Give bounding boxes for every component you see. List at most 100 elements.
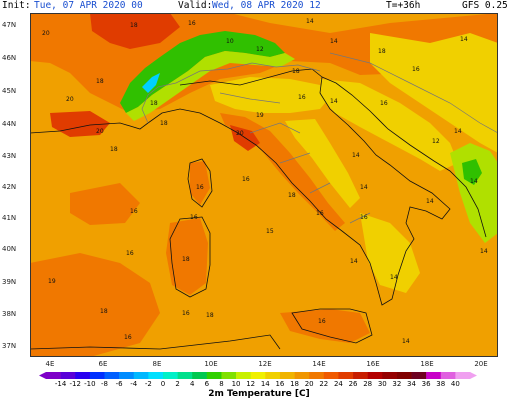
lat-label-37n: 37N [2,342,17,350]
field-alps-cyan [142,73,160,93]
colorbar-swatch [309,372,325,379]
colorbar-tick-label: 24 [334,380,343,388]
field-south-italy [360,213,420,293]
colorbar-tick-label: 6 [205,380,210,388]
temp-label: 18 [130,22,138,29]
temp-label: 20 [96,128,104,135]
colorbar-swatch [206,372,222,379]
colorbar-swatch [367,372,383,379]
colorbar-tick-label: 8 [219,380,223,388]
temp-label: 18 [206,312,214,319]
temp-label: 18 [110,146,118,153]
field-sea-west [70,183,140,225]
coastline-africa [30,334,281,350]
init-label: Init: [2,0,31,11]
colorbar-swatch [455,372,471,379]
lat-label-47n: 47N [2,21,17,29]
lead-time-label: T=+36h [386,0,421,11]
temp-label: 16 [188,20,196,27]
lon-label-8e: 8E [152,360,162,368]
field-alps-mild [126,51,295,121]
temp-label: 20 [236,130,244,137]
temp-label: 18 [100,308,108,315]
colorbar-title: 2m Temperature [C] [208,389,310,399]
colorbar-swatch [133,372,149,379]
field-south-france-hot [50,111,110,137]
coastline-corsica [187,158,213,208]
field-po-valley [210,77,330,113]
temp-label: 16 [360,214,368,221]
colorbar-swatch [338,372,354,379]
colorbar-tick-label: 0 [161,380,165,388]
colorbar-tick-label: 14 [261,380,270,388]
temp-label: 16 [182,310,190,317]
lat-label-41n: 41N [2,214,17,222]
lon-label-14e: 14E [312,360,326,368]
colorbar-tick-label: -12 [70,380,81,388]
colorbar-tick-label: 26 [349,380,358,388]
temp-label: 16 [126,250,134,257]
colorbar-tick-label: 36 [422,380,431,388]
colorbar-tick-label: 4 [190,380,195,388]
coastline-sardinia [169,216,211,298]
lat-label-46n: 46N [2,54,17,62]
temp-label: 14 [352,152,360,159]
field-sardinia [166,218,208,295]
temp-label: 18 [378,48,386,55]
colorbar-tick-label: -2 [145,380,152,388]
temp-label: 15 [266,228,274,235]
colorbar-swatch [89,372,105,379]
temp-label: 18 [292,68,300,75]
init-value: Tue, 07 APR 2020 00 [34,0,143,11]
lat-label-45n: 45N [2,87,17,95]
temp-label: 14 [306,18,314,25]
colorbar-tick-label: 12 [246,380,255,388]
coastline-balkans [321,76,487,238]
field-apennine-warm [220,113,345,231]
colorbar-tick-label: 22 [319,380,328,388]
temp-label: 20 [66,96,74,103]
temperature-map: 20 18 16 14 12 10 20 18 19 16 18 14 18 1… [30,13,498,357]
temp-label: 16 [380,100,388,107]
colorbar: -14 -12 -10 -8 -6 -4 -2 0 2 4 6 8 10 12 14 16 18 20 22 24 26… [39,372,477,388]
temp-label: 16 [316,210,324,217]
field-sea-sw [30,253,160,357]
lon-label-20e: 20E [474,360,488,368]
lat-label-42n: 42N [2,183,17,191]
colorbar-tick-label: 2 [175,380,179,388]
field-adriatic [320,79,458,171]
model-label: GFS 0.25 [462,0,508,11]
colorbar-ticks: -14 -12 -10 -8 -6 -4 -2 0 2 4 6 8 10 12 14 16 18 20 22 24 26… [55,380,460,388]
temp-label: 18 [182,256,190,263]
colorbar-swatch [60,372,76,379]
colorbar-swatch [236,372,251,379]
colorbar-tick-label: -4 [130,380,138,388]
temp-label: 14 [350,258,358,265]
temp-label: 16 [196,184,204,191]
field-north-hot [90,13,180,49]
colorbar-swatch [192,372,208,379]
temp-label: 14 [426,198,434,205]
lat-label-43n: 43N [2,152,17,160]
colorbar-swatch [396,372,412,379]
temp-label: 12 [432,138,440,145]
colorbar-swatch [75,372,91,379]
colorbar-min-arrow [39,372,46,379]
colorbar-tick-label: 34 [407,380,416,388]
colorbar-swatch [148,372,164,379]
lon-label-10e: 10E [204,360,218,368]
lon-label-4e: 4E [45,360,55,368]
colorbar-swatch [162,372,178,379]
valid-value: Wed, 08 APR 2020 12 [212,0,321,11]
colorbar-swatch [279,372,295,379]
lat-label-38n: 38N [2,310,17,318]
lon-label-16e: 16E [366,360,380,368]
temp-label: 14 [330,98,338,105]
colorbar-tick-label: 32 [392,380,401,388]
field-corsica [190,161,210,205]
colorbar-swatch [323,372,339,379]
temp-label: 18 [96,78,104,85]
colorbar-swatch [104,372,120,379]
map-header: Init: Tue, 07 APR 2020 00 Valid: Wed, 08… [0,0,518,12]
temp-label: 16 [242,176,250,183]
